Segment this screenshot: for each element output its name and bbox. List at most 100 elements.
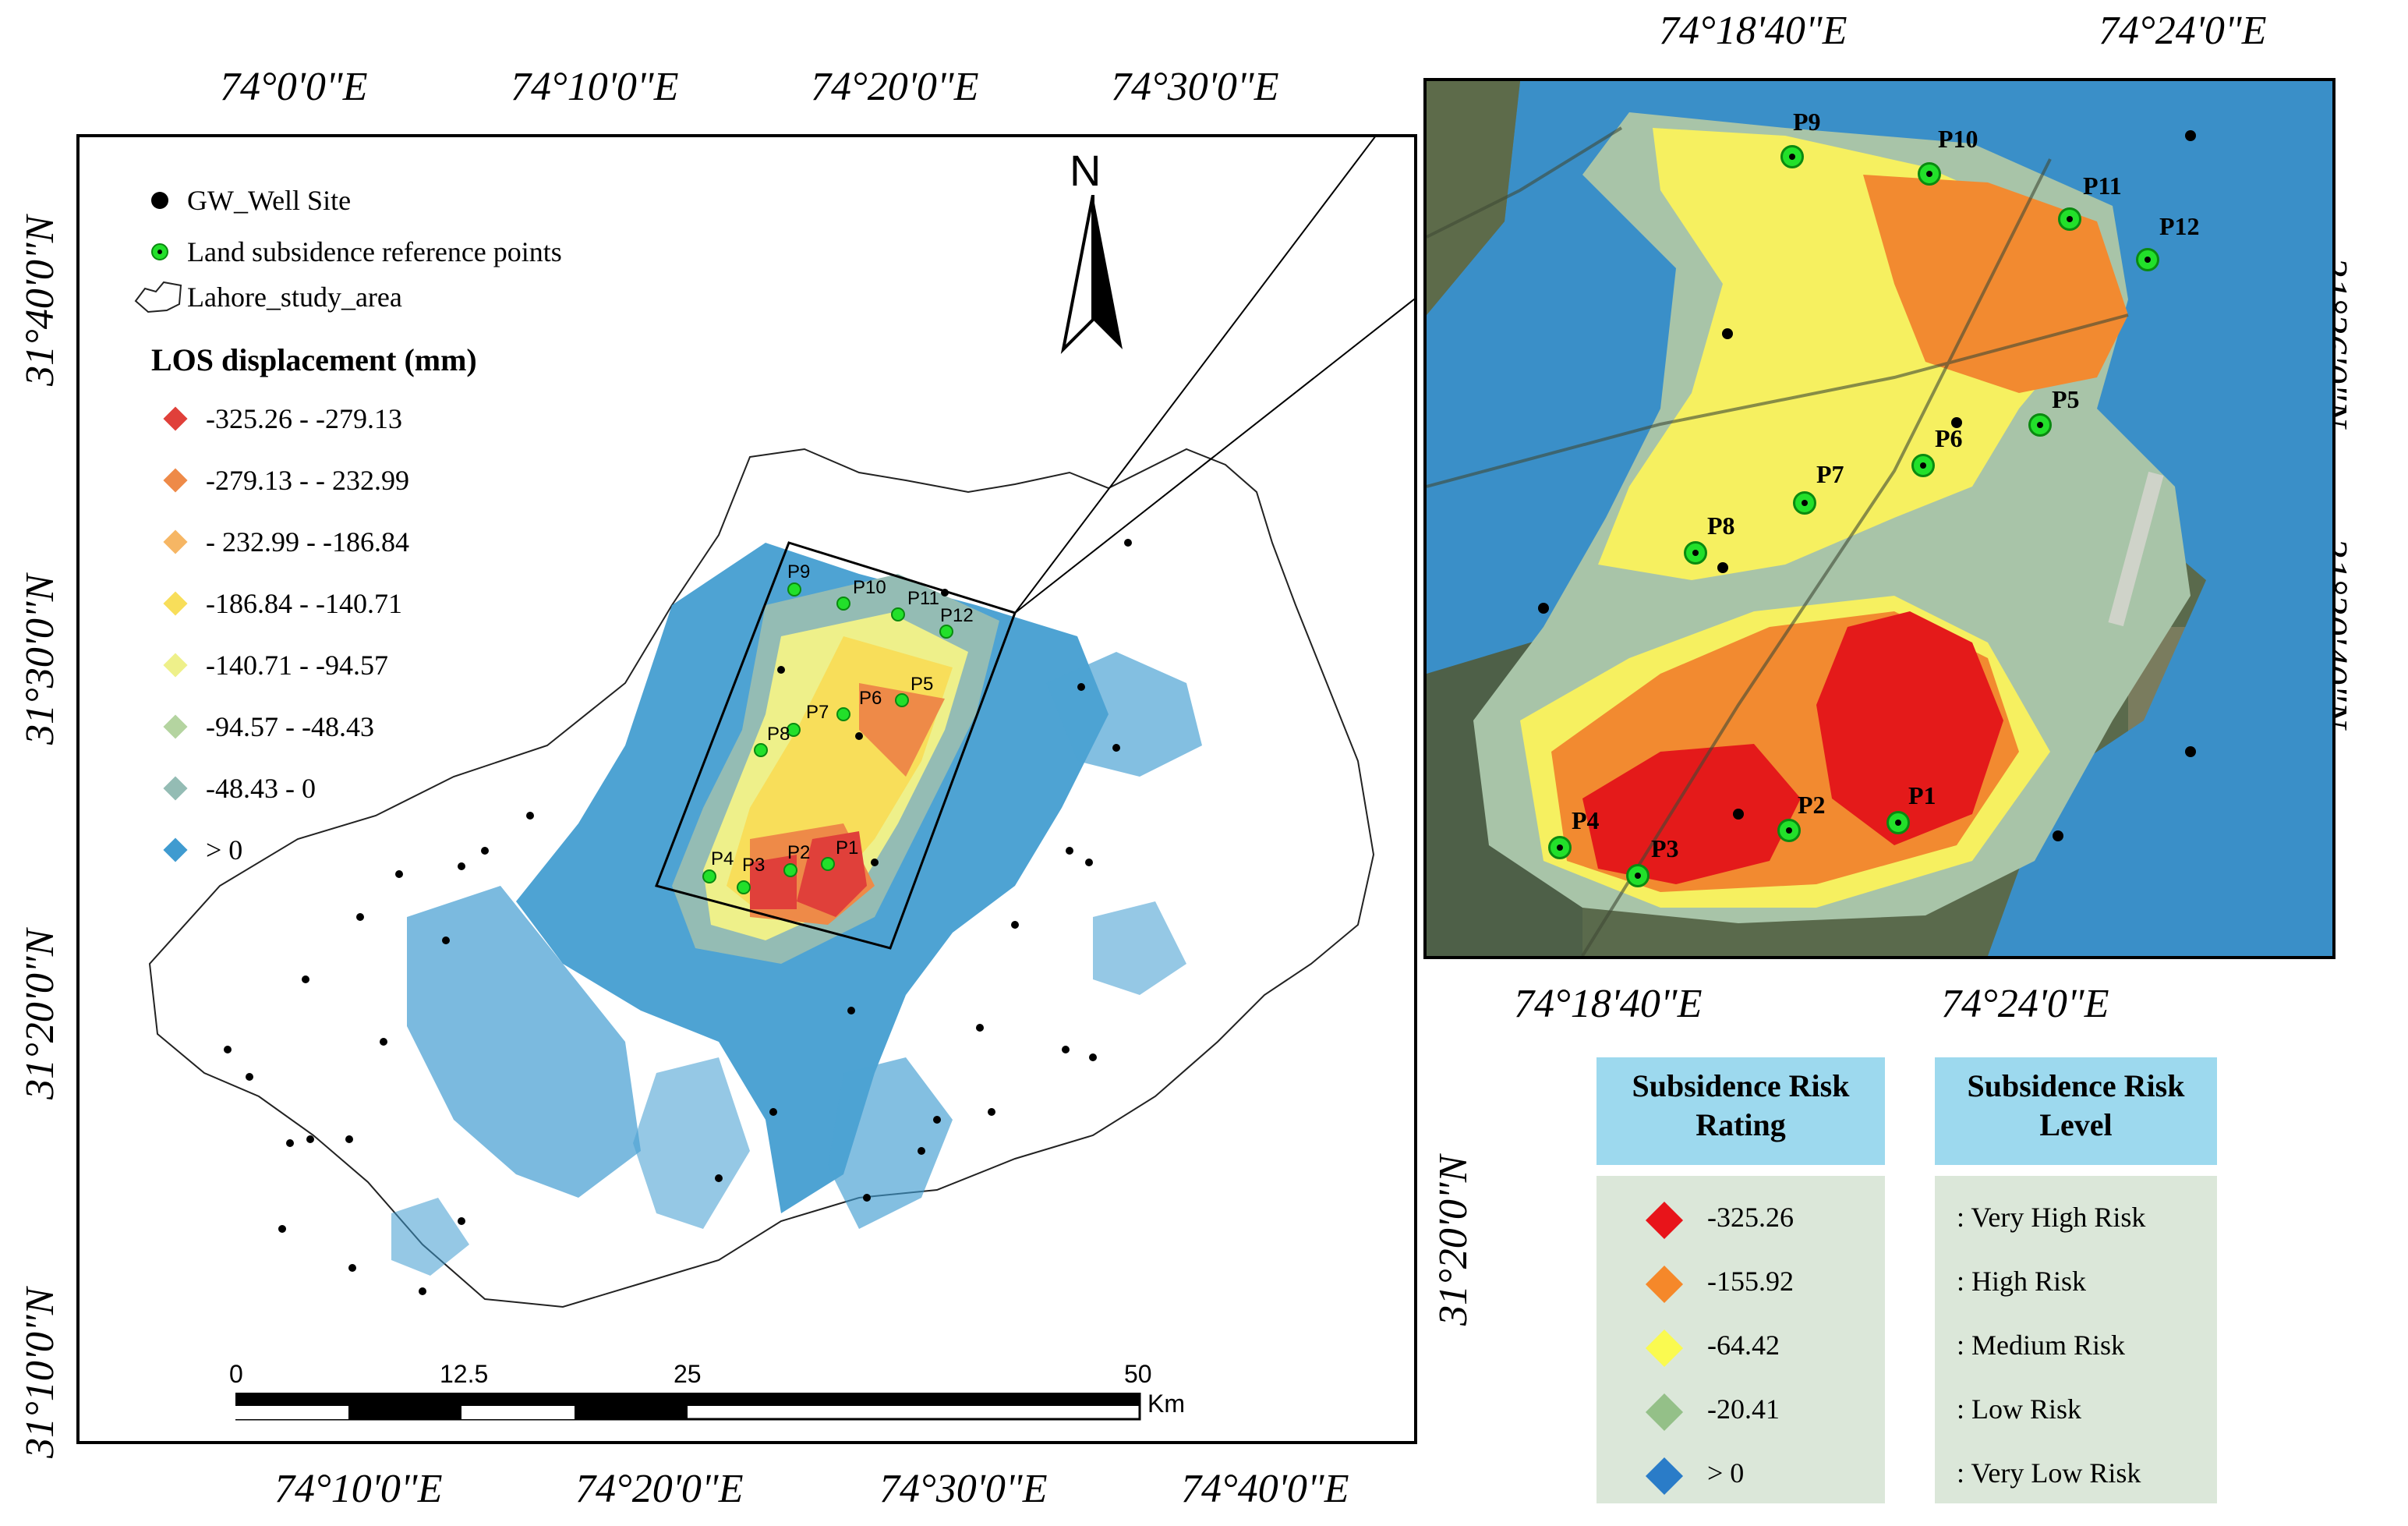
inset-extent-box <box>654 541 1017 950</box>
inset-point-p7 <box>1793 491 1816 515</box>
legend-ref-point-label: Land subsidence reference points <box>187 236 562 267</box>
risk-rating-body <box>1596 1176 1885 1503</box>
main-point-label-p8: P8 <box>767 724 790 745</box>
inset-top-lon-label-2: 74°24'0"E <box>2099 9 2267 53</box>
legend-class-label: -94.57 - -48.43 <box>206 711 374 742</box>
inset-point-p11 <box>2058 207 2081 231</box>
inset-point-label-p9: P9 <box>1793 108 1821 136</box>
risk-level-value: : High Risk <box>1957 1266 2087 1297</box>
scale-label-25: 25 <box>674 1360 702 1388</box>
gw-well-sites <box>224 539 1132 1295</box>
main-point-label-p1: P1 <box>836 837 859 859</box>
legend-gw-well-symbol <box>151 192 168 209</box>
risk-rating-value: -325.26 <box>1707 1202 1794 1233</box>
top-lon-label-3: 74°20'0"E <box>811 65 979 109</box>
inset-point-p6 <box>1911 454 1935 477</box>
inset-bottom-lon-label-2: 74°24'0"E <box>1941 982 2109 1026</box>
inset-point-p4 <box>1548 836 1572 859</box>
reference-points <box>702 582 953 894</box>
inset-point-p3 <box>1626 864 1650 887</box>
bottom-lon-label-1: 74°10'0"E <box>274 1467 443 1511</box>
main-point-label-p9: P9 <box>787 561 811 582</box>
inset-point-p1 <box>1886 811 1910 834</box>
main-point-label-p5: P5 <box>911 674 934 695</box>
scale-bar <box>235 1377 1155 1424</box>
bottom-lon-label-3: 74°30'0"E <box>879 1467 1048 1511</box>
risk-level-value: : Very High Risk <box>1957 1202 2146 1233</box>
risk-level-value: : Very Low Risk <box>1957 1457 2141 1489</box>
left-lat-label-1: 31°40'0"N <box>18 215 62 386</box>
legend-class-label: - 232.99 - -186.84 <box>206 526 409 558</box>
legend-study-area-label: Lahore_study_area <box>187 281 402 313</box>
main-point-label-p4: P4 <box>711 848 734 869</box>
inset-point-label-p4: P4 <box>1572 806 1600 834</box>
inset-point-label-p11: P11 <box>2083 172 2122 200</box>
inset-bottom-lon-label-1: 74°18'40"E <box>1514 982 1703 1026</box>
inset-point-label-p10: P10 <box>1938 125 1978 153</box>
inset-gw-well-sites <box>1538 130 2196 841</box>
legend-class-label: -140.71 - -94.57 <box>206 650 388 681</box>
right-lat-label-1: 31°20'0"N <box>1431 1155 1476 1326</box>
main-point-label-p11: P11 <box>907 588 939 609</box>
legend-class-label: -325.26 - -279.13 <box>206 403 402 434</box>
risk-rating-value: -155.92 <box>1707 1266 1794 1297</box>
inset-point-p5 <box>2028 413 2052 437</box>
inset-point-label-p7: P7 <box>1816 460 1844 488</box>
top-lon-label-1: 74°0'0"E <box>220 65 368 109</box>
callout-line-2 <box>1014 298 1414 614</box>
risk-level-body <box>1935 1176 2217 1503</box>
legend-class-label: -186.84 - -140.71 <box>206 588 402 619</box>
left-lat-label-4: 31°10'0"N <box>18 1287 62 1458</box>
inset-map-frame: P9 P10 P11 P12 P5 P6 P7 P8 P4 P3 P2 P1 <box>1423 78 2336 959</box>
left-lat-label-2: 31°30'0"N <box>18 574 62 745</box>
main-point-label-p12: P12 <box>940 605 974 626</box>
inset-point-label-p5: P5 <box>2052 385 2080 413</box>
inset-point-p8 <box>1684 541 1707 565</box>
legend-class-label: -48.43 - 0 <box>206 773 316 804</box>
risk-level-value: : Low Risk <box>1957 1393 2082 1425</box>
risk-rating-value: > 0 <box>1707 1457 1745 1489</box>
main-point-label-p3: P3 <box>742 855 766 876</box>
inset-high-risk-area <box>1863 175 2128 393</box>
legend-gw-well-label: GW_Well Site <box>187 185 352 216</box>
main-map-canvas <box>148 137 1414 1308</box>
bottom-lon-label-2: 74°20'0"E <box>575 1467 744 1511</box>
inset-point-label-p8: P8 <box>1707 512 1735 540</box>
inset-point-label-p1: P1 <box>1908 781 1936 809</box>
bottom-lon-label-4: 74°40'0"E <box>1181 1467 1349 1511</box>
legend-title: LOS displacement (mm) <box>151 342 477 377</box>
inset-point-p12 <box>2136 248 2159 271</box>
legend-class-label: > 0 <box>206 834 243 866</box>
subsidence-hot-zone <box>672 574 999 964</box>
legend-study-area-symbol <box>134 281 182 313</box>
risk-rating-value: -20.41 <box>1707 1393 1780 1425</box>
inset-point-label-p6: P6 <box>1935 424 1963 452</box>
inset-point-p10 <box>1918 162 1941 186</box>
inset-point-p2 <box>1777 819 1801 842</box>
inset-very-high-risk-area <box>1816 611 2003 845</box>
inset-point-label-p3: P3 <box>1651 834 1679 862</box>
left-lat-label-3: 31°20'0"N <box>18 929 62 1099</box>
scale-label-50: 50 <box>1124 1360 1152 1388</box>
risk-rating-value: -64.42 <box>1707 1329 1780 1361</box>
inset-point-p9 <box>1780 145 1804 168</box>
inset-point-label-p2: P2 <box>1798 791 1826 819</box>
main-point-label-p10: P10 <box>853 577 886 598</box>
north-label: N <box>1070 146 1101 195</box>
main-point-label-p7: P7 <box>806 702 829 723</box>
scale-label-12-5: 12.5 <box>440 1360 489 1388</box>
inset-point-label-p12: P12 <box>2159 212 2200 240</box>
risk-rating-header: Subsidence Risk Rating <box>1596 1057 1885 1165</box>
top-lon-label-4: 74°30'0"E <box>1111 65 1279 109</box>
inset-top-lon-label-1: 74°18'40"E <box>1659 9 1848 53</box>
risk-level-header: Subsidence Risk Level <box>1935 1057 2217 1165</box>
scale-label-0: 0 <box>229 1360 243 1388</box>
legend-ref-point-symbol <box>151 243 168 260</box>
inset-map-canvas <box>1427 81 2332 956</box>
callout-line-1 <box>1014 137 1376 614</box>
main-point-label-p6: P6 <box>859 688 882 709</box>
main-map-frame: P9 P10 P11 P12 P5 P6 P7 P8 P4 P3 P2 P1 G… <box>76 134 1417 1444</box>
main-point-label-p2: P2 <box>787 842 811 863</box>
top-lon-label-2: 74°10'0"E <box>511 65 679 109</box>
risk-level-value: : Medium Risk <box>1957 1329 2126 1361</box>
